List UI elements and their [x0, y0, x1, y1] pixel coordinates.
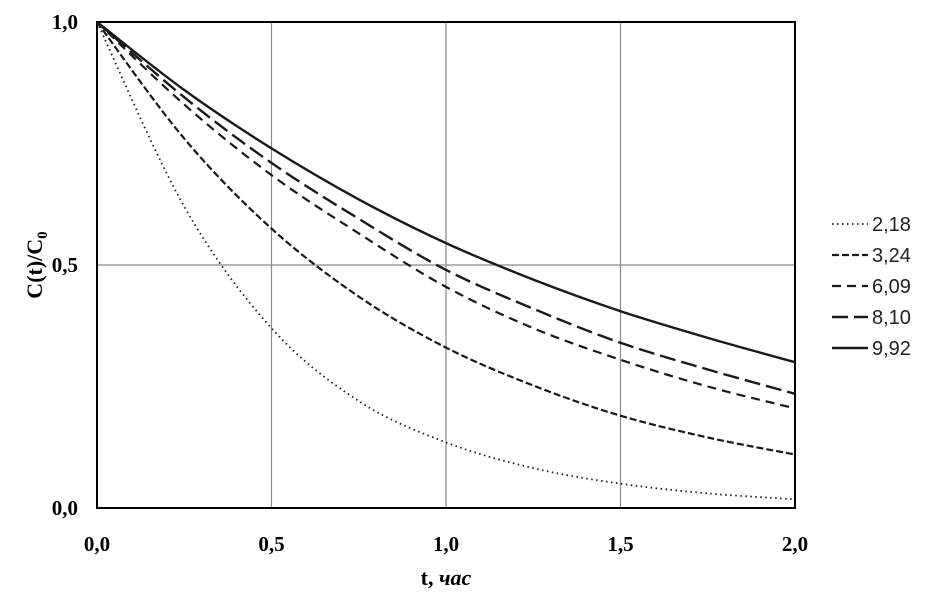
- y-tick-labels: 0,0 0,5 1,0: [52, 10, 78, 520]
- plot-frame: [96, 21, 796, 509]
- legend-label-3: 6,09: [872, 276, 911, 298]
- legend-label-2: 3,24: [872, 245, 911, 267]
- y-tick-label: 1,0: [52, 10, 78, 34]
- legend-label-1: 2,18: [872, 214, 911, 236]
- x-axis-title-main: t,: [421, 565, 439, 590]
- series-layer: [96, 21, 796, 501]
- series-line-5: [96, 21, 796, 364]
- series-line-2: [96, 21, 796, 456]
- y-tick-label: 0,5: [52, 253, 78, 277]
- x-tick-label: 0,0: [84, 532, 110, 556]
- x-axis-title: t, час: [421, 565, 472, 590]
- x-tick-label: 1,0: [433, 532, 459, 556]
- legend-label-4: 8,10: [872, 307, 911, 329]
- x-tick-label: 1,5: [607, 532, 633, 556]
- legend: 2,18 3,24 6,09 8,10 9,92: [832, 214, 911, 360]
- x-axis-title-unit: час: [439, 565, 472, 590]
- y-axis-title-subscript: 0: [35, 231, 51, 239]
- x-tick-label: 0,5: [258, 532, 284, 556]
- x-tick-labels: 0,0 0,5 1,0 1,5 2,0: [84, 532, 808, 556]
- series-line-4: [96, 21, 796, 395]
- x-tick-label: 2,0: [782, 532, 808, 556]
- legend-label-5: 9,92: [872, 338, 911, 360]
- y-axis-title-main: C(t)/C: [22, 239, 47, 299]
- y-axis-title: C(t)/C0: [22, 231, 51, 298]
- y-tick-label: 0,0: [52, 496, 78, 520]
- grid-lines: [97, 22, 795, 508]
